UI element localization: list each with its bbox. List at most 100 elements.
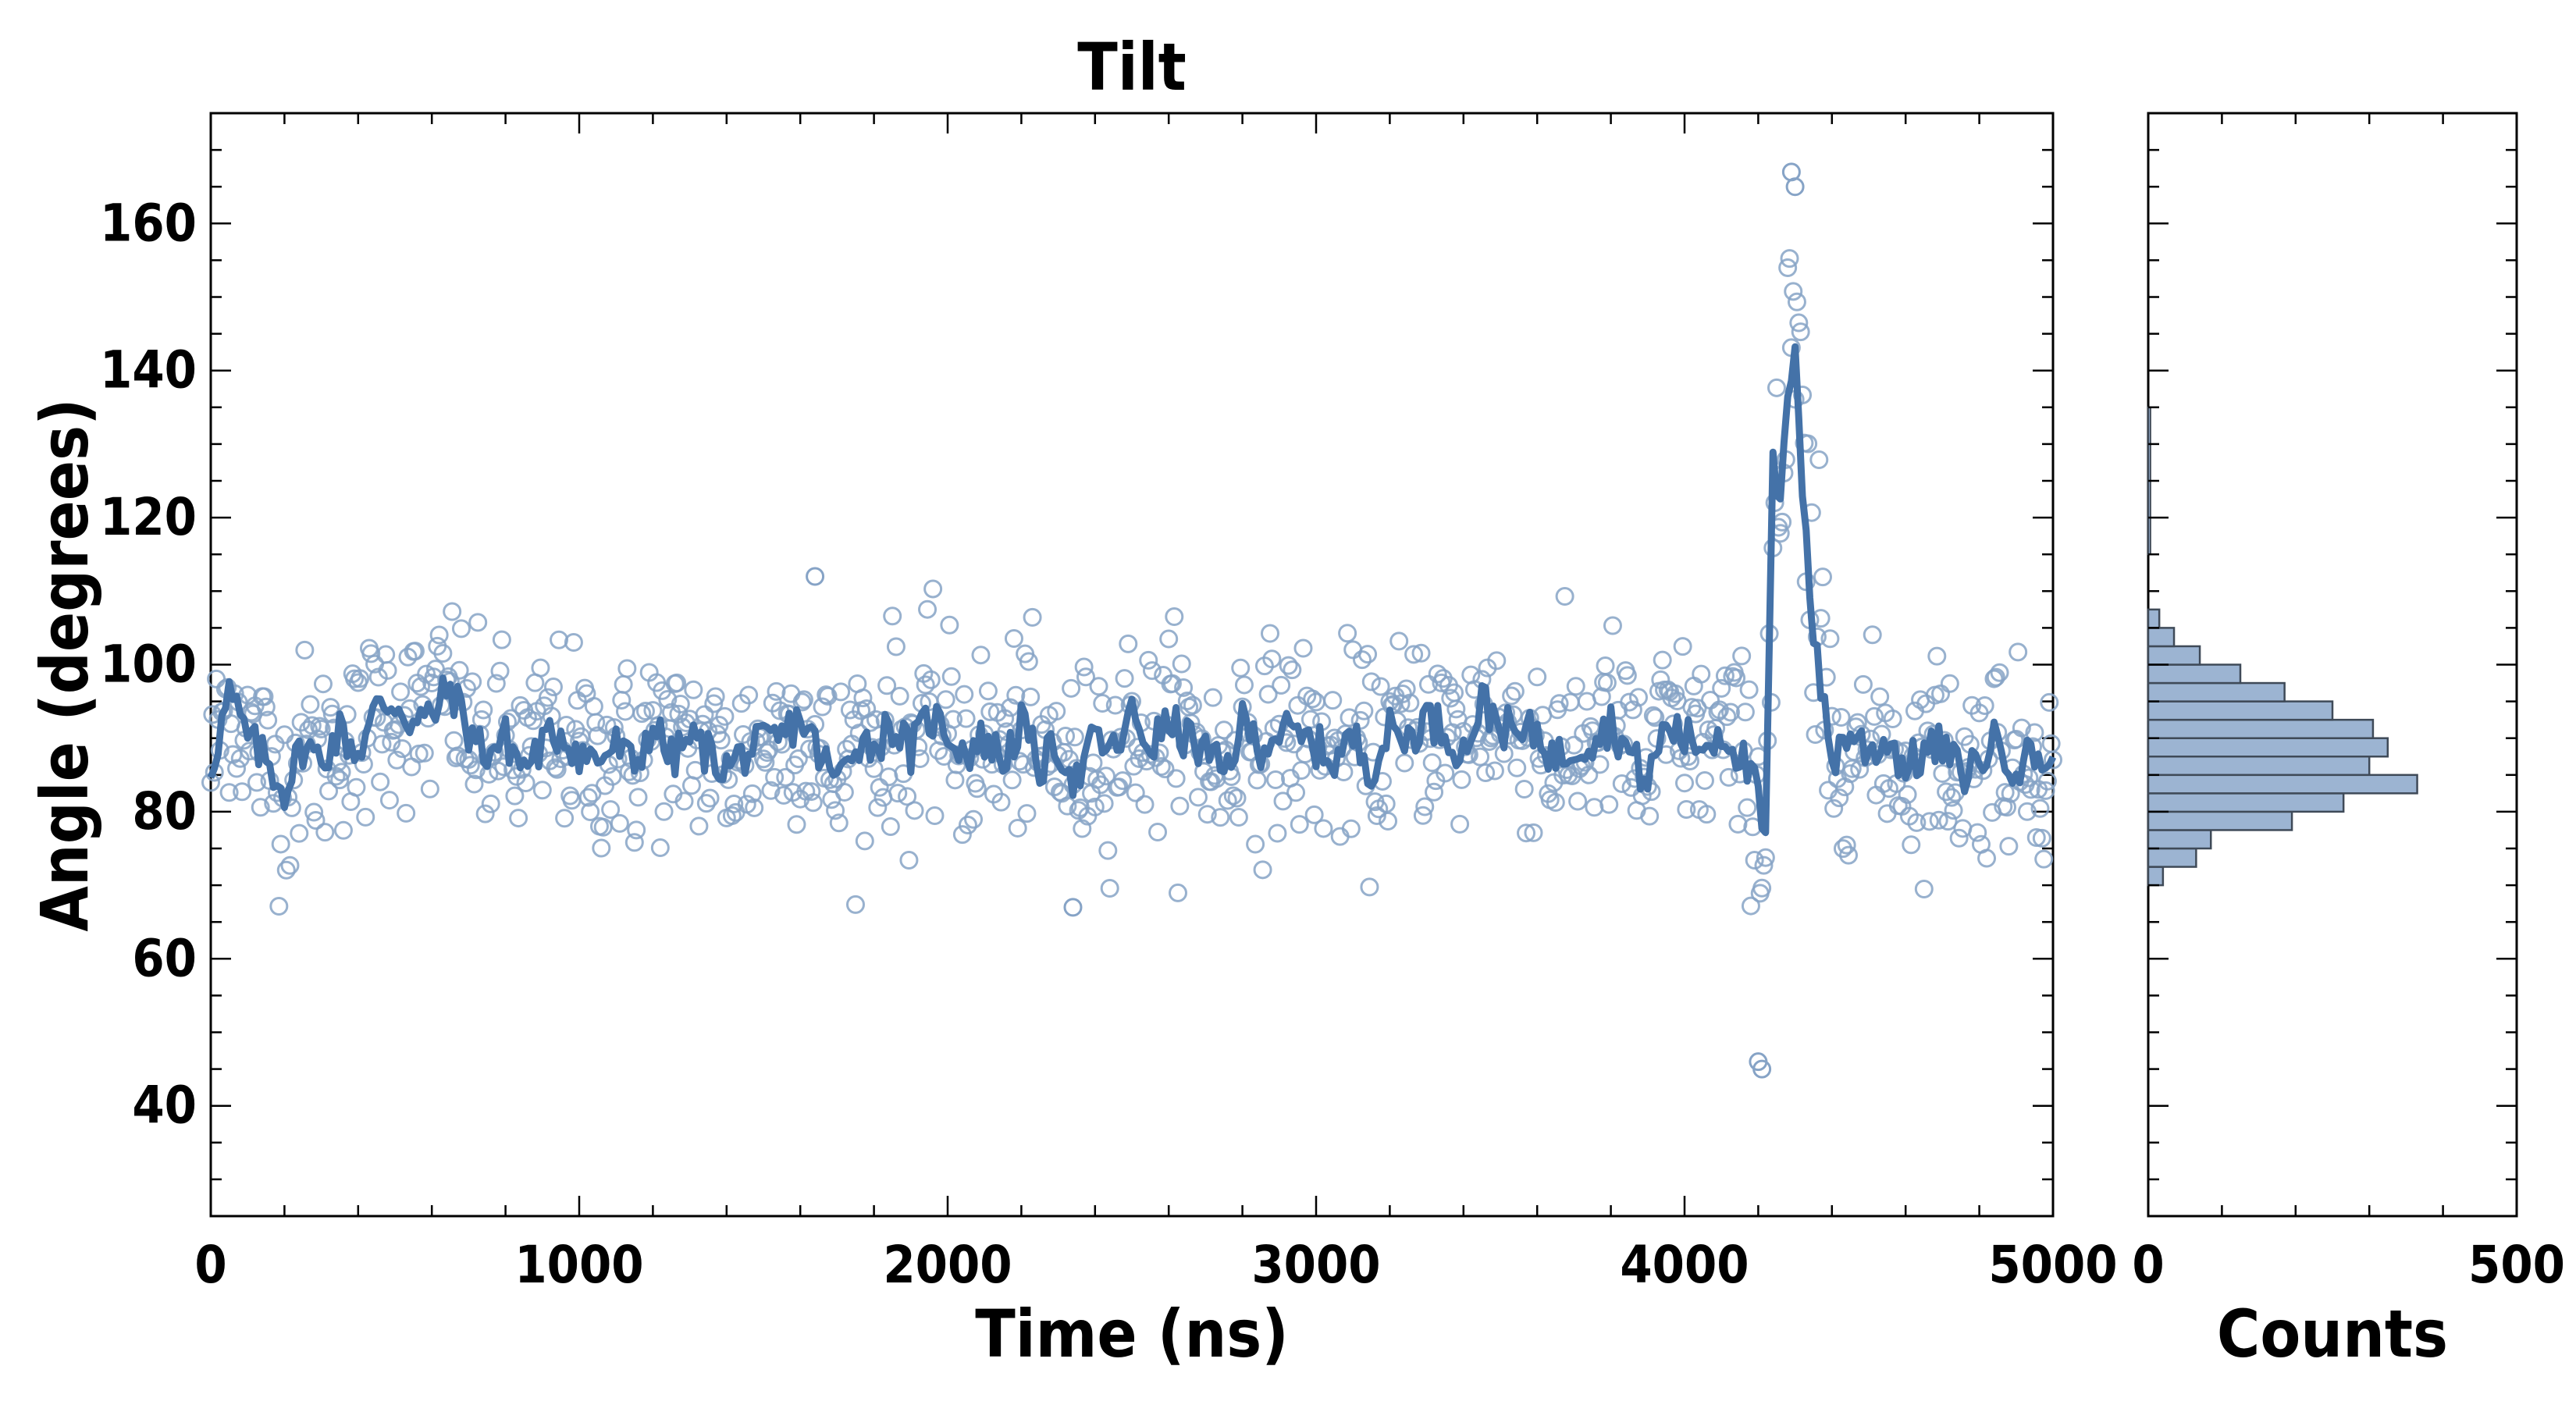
scatter-point	[1056, 726, 1076, 745]
scatter-point	[1411, 643, 1431, 663]
scatter-point	[490, 661, 510, 681]
scatter-point	[1096, 767, 1115, 786]
scatter-point	[356, 807, 375, 827]
scatter-point	[464, 774, 484, 794]
scatter-point	[543, 678, 563, 697]
scatter-point	[310, 717, 329, 736]
scatter-point	[1268, 823, 1287, 843]
scatter-point	[1697, 805, 1717, 824]
scatter-point	[1778, 258, 1798, 277]
scatter-point	[1142, 661, 1162, 681]
scatter-point	[1623, 700, 1642, 720]
scatter-point	[1780, 249, 1799, 269]
scatter-point	[1074, 657, 1094, 677]
scatter-point	[1183, 695, 1202, 715]
scatter-point	[2040, 692, 2059, 712]
scatter-point	[486, 674, 506, 693]
scatter-point	[463, 672, 482, 692]
scatter-point	[1094, 794, 1114, 813]
scatter-point	[1452, 770, 1471, 789]
scatter-point	[612, 691, 632, 710]
histogram-bar	[2147, 829, 2212, 850]
scatter-point	[1341, 819, 1361, 838]
scatter-point	[547, 759, 567, 779]
chart-title: Tilt	[1077, 29, 1186, 105]
scatter-point	[991, 792, 1011, 812]
scatter-point	[1914, 880, 1934, 899]
scatter-point	[745, 798, 764, 817]
scatter-point	[306, 811, 326, 831]
scatter-point	[1019, 652, 1038, 671]
scatter-point	[1283, 660, 1302, 680]
scatter-point	[1813, 567, 1832, 587]
scatter-point	[1215, 720, 1233, 740]
scatter-point	[667, 673, 687, 692]
scatter-point	[509, 809, 528, 828]
scatter-point	[311, 720, 331, 739]
scatter-point	[1203, 688, 1222, 707]
scatter-point	[756, 752, 775, 772]
scatter-point	[2017, 802, 2037, 821]
scatter-point	[864, 759, 884, 778]
scatter-point	[1229, 808, 1248, 827]
scatter-point	[1640, 806, 1660, 826]
scatter-point	[1358, 645, 1378, 664]
scatter-point	[443, 602, 462, 621]
scatter-point	[905, 801, 924, 820]
scatter-point	[1422, 753, 1442, 773]
scatter-point	[1837, 835, 1856, 855]
scatter-point	[803, 793, 823, 813]
scatter-point	[2025, 723, 2044, 742]
scatter-point	[1017, 804, 1037, 823]
scatter-point	[1643, 706, 1663, 725]
scatter-point	[916, 675, 935, 695]
scatter-point	[1113, 771, 1133, 791]
scatter-point	[689, 816, 709, 836]
scatter-point	[1076, 667, 1095, 687]
scatter-point	[444, 731, 464, 750]
histogram-bar	[2147, 608, 2161, 629]
scatter-point	[1920, 812, 1939, 831]
scatter-point	[494, 757, 514, 777]
scatter-point	[345, 669, 365, 688]
scatter-point	[870, 777, 889, 797]
scatter-point	[658, 689, 678, 709]
scatter-point	[415, 743, 434, 763]
histogram-bar	[2147, 810, 2293, 831]
scatter-point	[1830, 788, 1849, 808]
scatter-point	[1933, 763, 1952, 783]
scatter-point	[1139, 650, 1158, 670]
scatter-point	[492, 630, 511, 649]
scatter-point	[1863, 625, 1882, 645]
scatter-point	[1062, 678, 1081, 698]
scatter-point	[1404, 645, 1424, 664]
scatter-point	[532, 781, 552, 800]
scatter-point	[1253, 860, 1272, 880]
y-tick-label: 160	[100, 193, 197, 253]
scatter-point	[603, 767, 622, 786]
scatter-point	[474, 700, 493, 720]
x-tick-label: 2000	[883, 1235, 1012, 1295]
scatter-point	[1728, 814, 1748, 834]
scatter-point	[1850, 759, 1870, 779]
scatter-point	[1820, 629, 1840, 649]
scatter-point	[1304, 805, 1324, 824]
scatter-point	[1218, 791, 1237, 810]
scatter-point	[767, 681, 786, 701]
scatter-point	[1262, 649, 1282, 669]
scatter-point	[888, 784, 908, 803]
scatter-point	[1436, 763, 1455, 783]
scatter-point	[671, 694, 690, 713]
scatter-point	[1098, 841, 1118, 860]
scatter-point	[1286, 783, 1306, 802]
scatter-point	[219, 783, 239, 802]
scatter-point	[588, 726, 607, 745]
scatter-point	[829, 813, 849, 833]
scatter-point	[624, 833, 644, 852]
histogram-bar	[2147, 627, 2176, 648]
scatter-point	[1119, 634, 1138, 653]
scatter-point	[1085, 797, 1105, 816]
scatter-point	[564, 632, 583, 652]
scatter-point	[1555, 587, 1574, 606]
scatter-point	[1170, 796, 1190, 816]
